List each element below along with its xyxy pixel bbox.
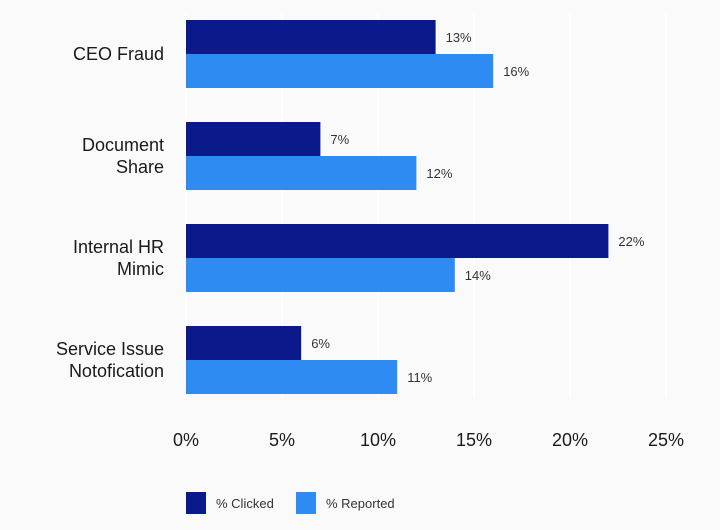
value-labels: 13% 16% 7% 12% 22% 14% 6% 11% <box>311 30 645 385</box>
x-tick-label: 0% <box>173 430 199 450</box>
bar <box>186 122 321 156</box>
data-label: 14% <box>465 268 491 283</box>
legend-label: % Clicked <box>216 496 274 511</box>
legend-swatch <box>296 492 316 514</box>
data-label: 16% <box>503 64 529 79</box>
x-tick-label: 5% <box>269 430 295 450</box>
bar <box>186 258 455 292</box>
bar <box>186 360 398 394</box>
x-tick-label: 15% <box>456 430 492 450</box>
data-label: 6% <box>311 336 330 351</box>
bar <box>186 224 609 258</box>
data-label: 7% <box>330 132 349 147</box>
legend-swatch <box>186 492 206 514</box>
bar <box>186 54 494 88</box>
category-label: Mimic <box>117 259 164 279</box>
x-tick-labels: 0% 5% 10% 15% 20% 25% <box>173 430 684 450</box>
legend: % Clicked % Reported <box>186 492 395 514</box>
category-label: Share <box>116 157 164 177</box>
bar <box>186 156 417 190</box>
category-label: Document <box>82 135 164 155</box>
category-label: Service Issue <box>56 339 164 359</box>
x-tick-label: 20% <box>552 430 588 450</box>
legend-label: % Reported <box>326 496 395 511</box>
x-tick-label: 10% <box>360 430 396 450</box>
data-label: 12% <box>426 166 452 181</box>
x-tick-label: 25% <box>648 430 684 450</box>
bar <box>186 20 436 54</box>
category-label: Notofication <box>69 361 164 381</box>
data-label: 22% <box>618 234 644 249</box>
bar <box>186 326 302 360</box>
category-label: Internal HR <box>73 237 164 257</box>
category-label: CEO Fraud <box>73 44 164 64</box>
data-label: 13% <box>446 30 472 45</box>
bars <box>186 20 609 394</box>
data-label: 11% <box>407 370 432 385</box>
